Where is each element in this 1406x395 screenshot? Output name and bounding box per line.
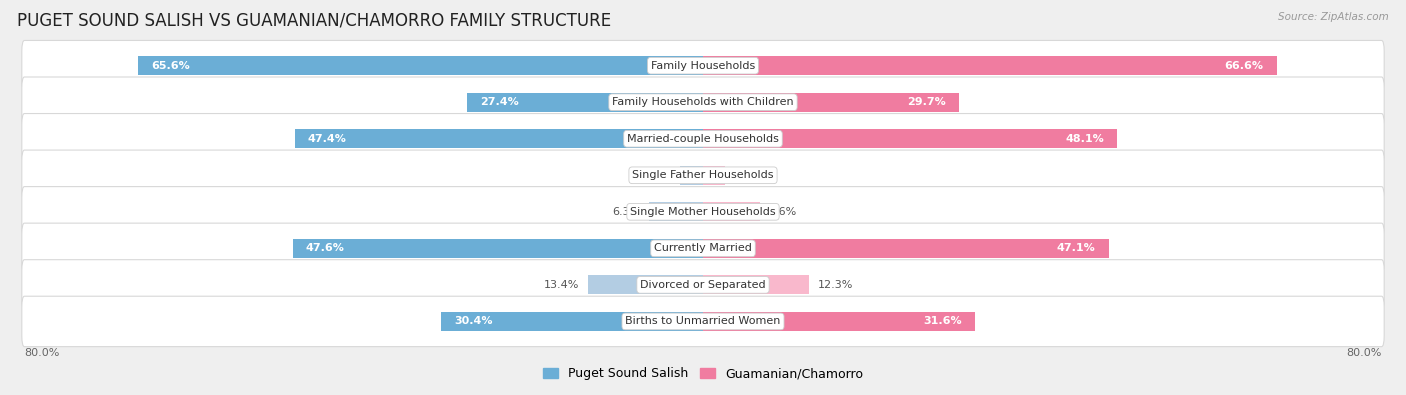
Bar	[588, 275, 703, 294]
FancyBboxPatch shape	[22, 186, 1384, 237]
Text: 6.3%: 6.3%	[612, 207, 640, 217]
Text: Currently Married: Currently Married	[654, 243, 752, 253]
Bar	[441, 312, 703, 331]
Text: 29.7%: 29.7%	[907, 97, 946, 107]
Bar	[703, 93, 959, 112]
Text: 12.3%: 12.3%	[817, 280, 853, 290]
FancyBboxPatch shape	[22, 260, 1384, 310]
Text: Family Households: Family Households	[651, 61, 755, 71]
Text: 27.4%: 27.4%	[479, 97, 519, 107]
Bar	[295, 129, 703, 148]
Text: 80.0%: 80.0%	[24, 348, 60, 358]
Text: Divorced or Separated: Divorced or Separated	[640, 280, 766, 290]
FancyBboxPatch shape	[22, 223, 1384, 274]
Text: 13.4%: 13.4%	[544, 280, 579, 290]
Text: Single Mother Households: Single Mother Households	[630, 207, 776, 217]
Text: 47.4%: 47.4%	[308, 134, 347, 144]
FancyBboxPatch shape	[22, 40, 1384, 91]
Text: 2.7%: 2.7%	[643, 170, 671, 180]
Text: Married-couple Households: Married-couple Households	[627, 134, 779, 144]
Text: 31.6%: 31.6%	[924, 316, 962, 326]
Bar	[703, 202, 759, 221]
FancyBboxPatch shape	[22, 77, 1384, 128]
Bar	[292, 239, 703, 258]
Bar	[679, 166, 703, 185]
Legend: Puget Sound Salish, Guamanian/Chamorro: Puget Sound Salish, Guamanian/Chamorro	[543, 367, 863, 380]
Bar	[703, 166, 725, 185]
Text: 65.6%: 65.6%	[150, 61, 190, 71]
Text: Single Father Households: Single Father Households	[633, 170, 773, 180]
Text: 2.6%: 2.6%	[734, 170, 762, 180]
Text: PUGET SOUND SALISH VS GUAMANIAN/CHAMORRO FAMILY STRUCTURE: PUGET SOUND SALISH VS GUAMANIAN/CHAMORRO…	[17, 12, 612, 30]
Text: 6.6%: 6.6%	[769, 207, 797, 217]
Bar	[703, 239, 1108, 258]
FancyBboxPatch shape	[22, 113, 1384, 164]
Bar	[467, 93, 703, 112]
Text: Family Households with Children: Family Households with Children	[612, 97, 794, 107]
FancyBboxPatch shape	[22, 296, 1384, 347]
Text: 80.0%: 80.0%	[1346, 348, 1382, 358]
Text: Source: ZipAtlas.com: Source: ZipAtlas.com	[1278, 12, 1389, 22]
Text: 48.1%: 48.1%	[1066, 134, 1104, 144]
Bar	[138, 56, 703, 75]
Bar	[703, 129, 1118, 148]
Bar	[703, 312, 976, 331]
Text: 30.4%: 30.4%	[454, 316, 492, 326]
Text: 47.6%: 47.6%	[307, 243, 344, 253]
Text: Births to Unmarried Women: Births to Unmarried Women	[626, 316, 780, 326]
FancyBboxPatch shape	[22, 150, 1384, 201]
Bar	[703, 275, 808, 294]
Text: 47.1%: 47.1%	[1057, 243, 1095, 253]
Bar	[703, 56, 1277, 75]
Text: 66.6%: 66.6%	[1225, 61, 1264, 71]
Bar	[648, 202, 703, 221]
